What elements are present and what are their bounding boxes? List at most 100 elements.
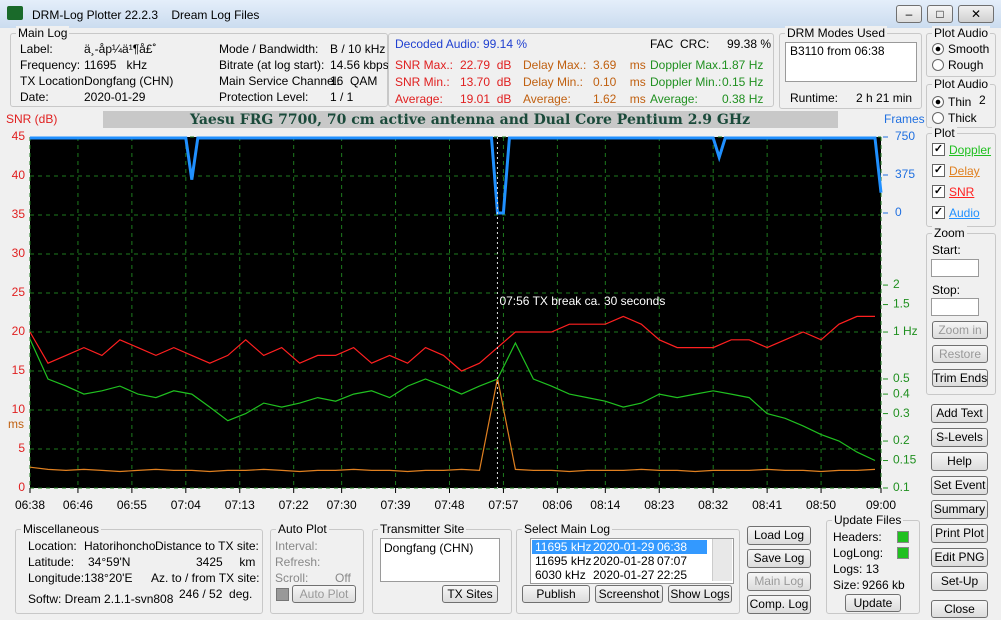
fields-value: 11695 kHz [84,58,148,72]
y-tick-label: 30 [12,246,26,260]
drm-modes-title: DRM Modes Used [785,26,888,40]
plot-toggles-items: Delay [949,164,980,178]
side-buttons-button[interactable]: Set-Up [931,572,988,591]
zoom-start-label: Start: [932,243,961,257]
rows-label: Average: [523,92,571,106]
group-box [10,33,388,107]
select-main-log-rows: 06:38 [657,540,688,554]
checkbox[interactable]: ✓ [932,143,945,156]
update-files-button-button[interactable]: Update [845,594,901,612]
plot-area [30,137,881,488]
frames-axis-label: Frames [884,112,925,126]
transmitter-site-entry: Dongfang (CHN) [384,541,474,555]
zoom-buttons-button[interactable]: Restore [932,345,988,363]
distance-value: 3425 km [196,555,256,569]
select-main-log-buttons-button[interactable]: Show Logs [668,585,732,603]
radio-button[interactable] [932,43,944,55]
checkbox[interactable]: ✓ [932,164,945,177]
side-buttons-button[interactable]: Set Event [931,476,988,495]
rows-value: 1.62 ms [593,92,646,106]
app-icon [7,6,23,20]
select-main-log-buttons-button[interactable]: Publish [522,585,590,603]
zoom-start-input[interactable] [931,259,979,277]
decoded-audio-value: 99.14 % [483,37,528,51]
group-box [15,529,263,614]
rows-value: 22.79 dB [460,58,512,72]
x-tick-label: 08:14 [590,498,620,512]
select-main-log-buttons-button[interactable]: Screenshot [595,585,663,603]
azimuth-value: 246 / 52 deg. [179,587,253,601]
plot-audio-width-options: Thin [948,95,972,109]
location-label: Location: [28,539,77,553]
y-axis-label: SNR (dB) [6,112,57,126]
x-tick-label: 07:30 [327,498,357,512]
radio-button[interactable] [932,59,944,71]
plot-title: Yaesu FRG 7700, 70 cm active antenna and… [189,112,750,128]
plot-toggles-items: Audio [949,206,980,220]
select-main-log-rows: 2020-01-27 [593,568,655,582]
log-buttons-button[interactable]: Load Log [747,526,811,545]
drm-modes-entry: B3110 from 06:38 [790,44,885,58]
close-button-button[interactable]: Close [931,600,988,618]
log-buttons-button[interactable]: Comp. Log [747,595,811,614]
plot-audio-style-title: Plot Audio [932,26,991,40]
rows-label: SNR Max.: [395,58,454,72]
zoom-buttons-button[interactable]: Zoom in [932,321,988,339]
radio-button[interactable] [932,112,944,124]
azimuth-label: Az. to / from TX site: [151,571,260,585]
x-tick-label: 07:04 [171,498,201,512]
rows-label: Delay Min.: [523,75,584,89]
side-buttons-button[interactable]: Edit PNG [931,548,988,567]
maximize-button[interactable]: □ [927,5,953,23]
fields-value: 1 / 1 [330,90,354,104]
x-tick-label: 07:13 [225,498,255,512]
rows-value: 19.01 dB [460,92,512,106]
plot-toggles-items: Doppler [949,143,992,157]
plot-toggles-items: SNR [949,185,975,199]
log-buttons-button[interactable]: Main Log [747,572,811,591]
radio-button[interactable] [932,96,944,108]
log-buttons-button[interactable]: Save Log [747,549,811,568]
checkbox[interactable]: ✓ [932,185,945,198]
auto-plot-fields: Refresh: [275,555,321,569]
close-window-button[interactable]: ✕ [958,5,994,23]
frames-tick-label: 375 [895,167,915,181]
side-buttons-button[interactable]: Summary [931,500,988,519]
x-tick-label: 08:06 [542,498,572,512]
rows-value: 3.69 ms [593,58,646,72]
doppler-tick-label: 0.3 [893,406,910,420]
modes-list [785,42,917,82]
fac-crc-value: 99.38 % [727,37,772,51]
zoom-buttons-button[interactable]: Trim Ends [932,369,988,387]
plot-audio-width-width: 2 [979,93,986,107]
rows-label: Delay Max.: [523,58,587,72]
x-tick-label: 06:46 [63,498,93,512]
y-tick-label: 5 [18,441,25,455]
audio-line [30,136,883,215]
side-buttons-button[interactable]: S-Levels [931,428,988,447]
update-files-logs: Logs: 13 [833,562,880,576]
side-buttons-button[interactable]: Help [931,452,988,471]
side-buttons-button[interactable]: Add Text [931,404,988,423]
snr-line [29,315,875,372]
group-box [516,529,740,614]
fields-label: Date: [20,90,49,104]
zoom-stop-label: Stop: [932,283,961,297]
checkbox[interactable]: ✓ [932,206,945,219]
auto-plot-button-button[interactable]: Auto Plot [292,585,356,603]
auto-plot-scroll-value: Off [335,571,351,585]
transmitter-site-button-button[interactable]: TX Sites [442,585,498,603]
auto-plot-checkbox[interactable] [276,588,289,601]
misc-title: Miscellaneous [21,522,102,536]
minimize-button[interactable]: – [896,5,922,23]
fields-label: Protection Level: [219,90,309,104]
doppler-tick-label: 0.15 [893,453,917,467]
y-tick-label: 35 [12,207,26,221]
zoom-stop-input[interactable] [931,298,979,316]
annotation: 07:56 TX break ca. 30 seconds [499,294,665,308]
rows-label: Average: [395,92,443,106]
side-buttons-button[interactable]: Print Plot [931,524,988,543]
delay-line [29,378,876,473]
y-tick-label: 40 [12,168,26,182]
